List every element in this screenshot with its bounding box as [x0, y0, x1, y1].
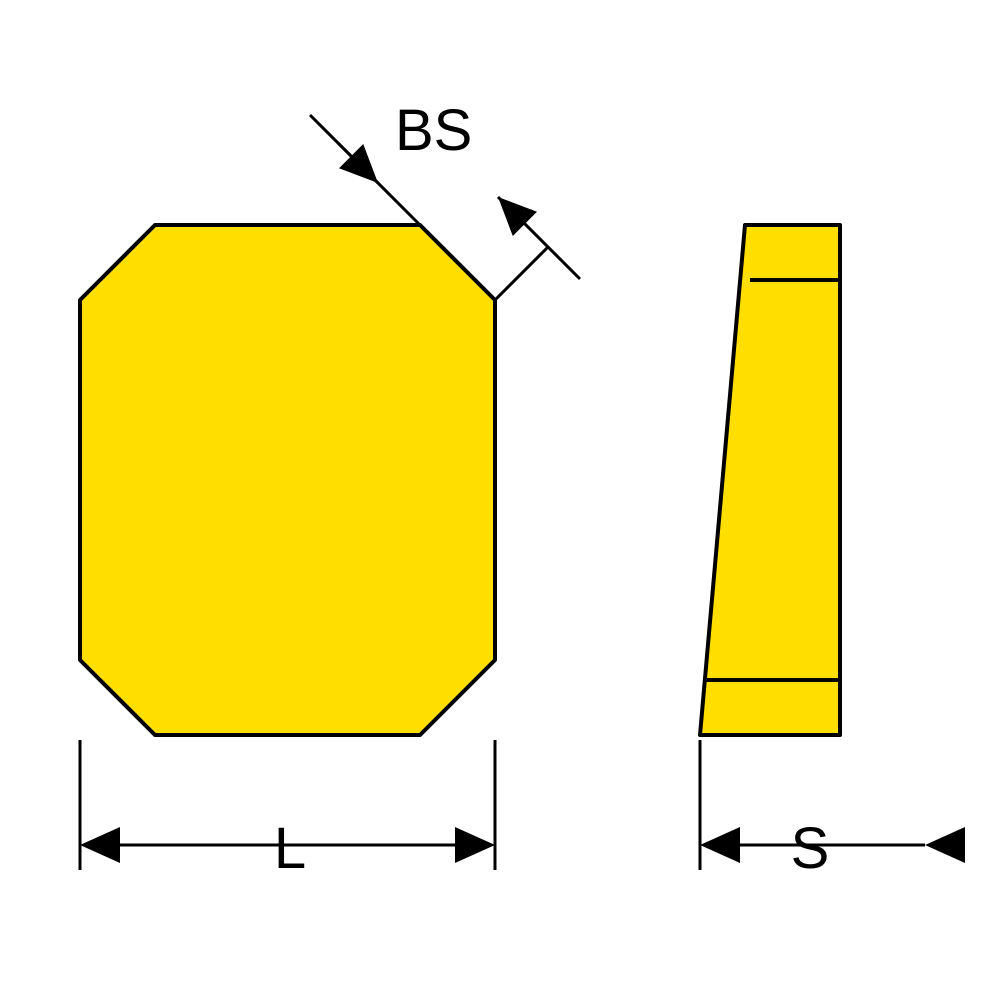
- label-L: L: [274, 816, 306, 881]
- insert-top-outline: [80, 225, 495, 735]
- dimension-S: S: [700, 740, 965, 881]
- side-view: [700, 225, 840, 735]
- dimension-L: L: [80, 740, 495, 881]
- label-S: S: [791, 816, 830, 881]
- top-view: [80, 225, 495, 735]
- label-BS: BS: [395, 98, 472, 163]
- insert-side-outline: [700, 225, 840, 735]
- technical-diagram: L S BS: [0, 0, 1000, 1000]
